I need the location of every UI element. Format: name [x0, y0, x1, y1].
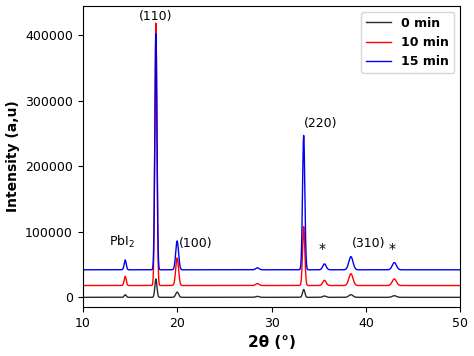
Text: *: * [318, 242, 325, 256]
0 min [457, 295, 463, 299]
10 min [380, 283, 386, 288]
Text: PbI$_2$: PbI$_2$ [109, 234, 135, 250]
X-axis label: 2θ (°): 2θ (°) [247, 335, 295, 350]
0 min [217, 295, 222, 299]
10 min [217, 283, 222, 288]
15 min [99, 268, 105, 272]
0 min [360, 295, 365, 299]
10 min [99, 283, 105, 288]
Text: (310): (310) [352, 237, 385, 250]
15 min [153, 32, 159, 36]
Y-axis label: Intensity (a,u): Intensity (a,u) [6, 100, 19, 212]
10 min [320, 280, 326, 284]
Text: (110): (110) [139, 10, 173, 23]
0 min [153, 277, 159, 281]
15 min [320, 264, 326, 268]
Text: (100): (100) [179, 237, 213, 250]
Text: *: * [389, 242, 396, 256]
10 min [80, 283, 85, 288]
15 min [457, 268, 463, 272]
15 min [80, 268, 85, 272]
15 min [380, 268, 386, 272]
0 min [303, 295, 309, 299]
Legend: 0 min, 10 min, 15 min: 0 min, 10 min, 15 min [361, 12, 454, 73]
15 min [360, 268, 365, 272]
Text: (220): (220) [304, 117, 337, 130]
0 min [380, 295, 386, 299]
10 min [153, 21, 159, 25]
10 min [457, 283, 463, 288]
10 min [360, 283, 365, 288]
Line: 0 min: 0 min [82, 279, 460, 297]
Line: 10 min: 10 min [82, 23, 460, 286]
15 min [303, 257, 309, 262]
0 min [80, 295, 85, 299]
0 min [320, 294, 326, 299]
15 min [217, 268, 222, 272]
0 min [99, 295, 105, 299]
Line: 15 min: 15 min [82, 34, 460, 270]
10 min [303, 279, 309, 283]
